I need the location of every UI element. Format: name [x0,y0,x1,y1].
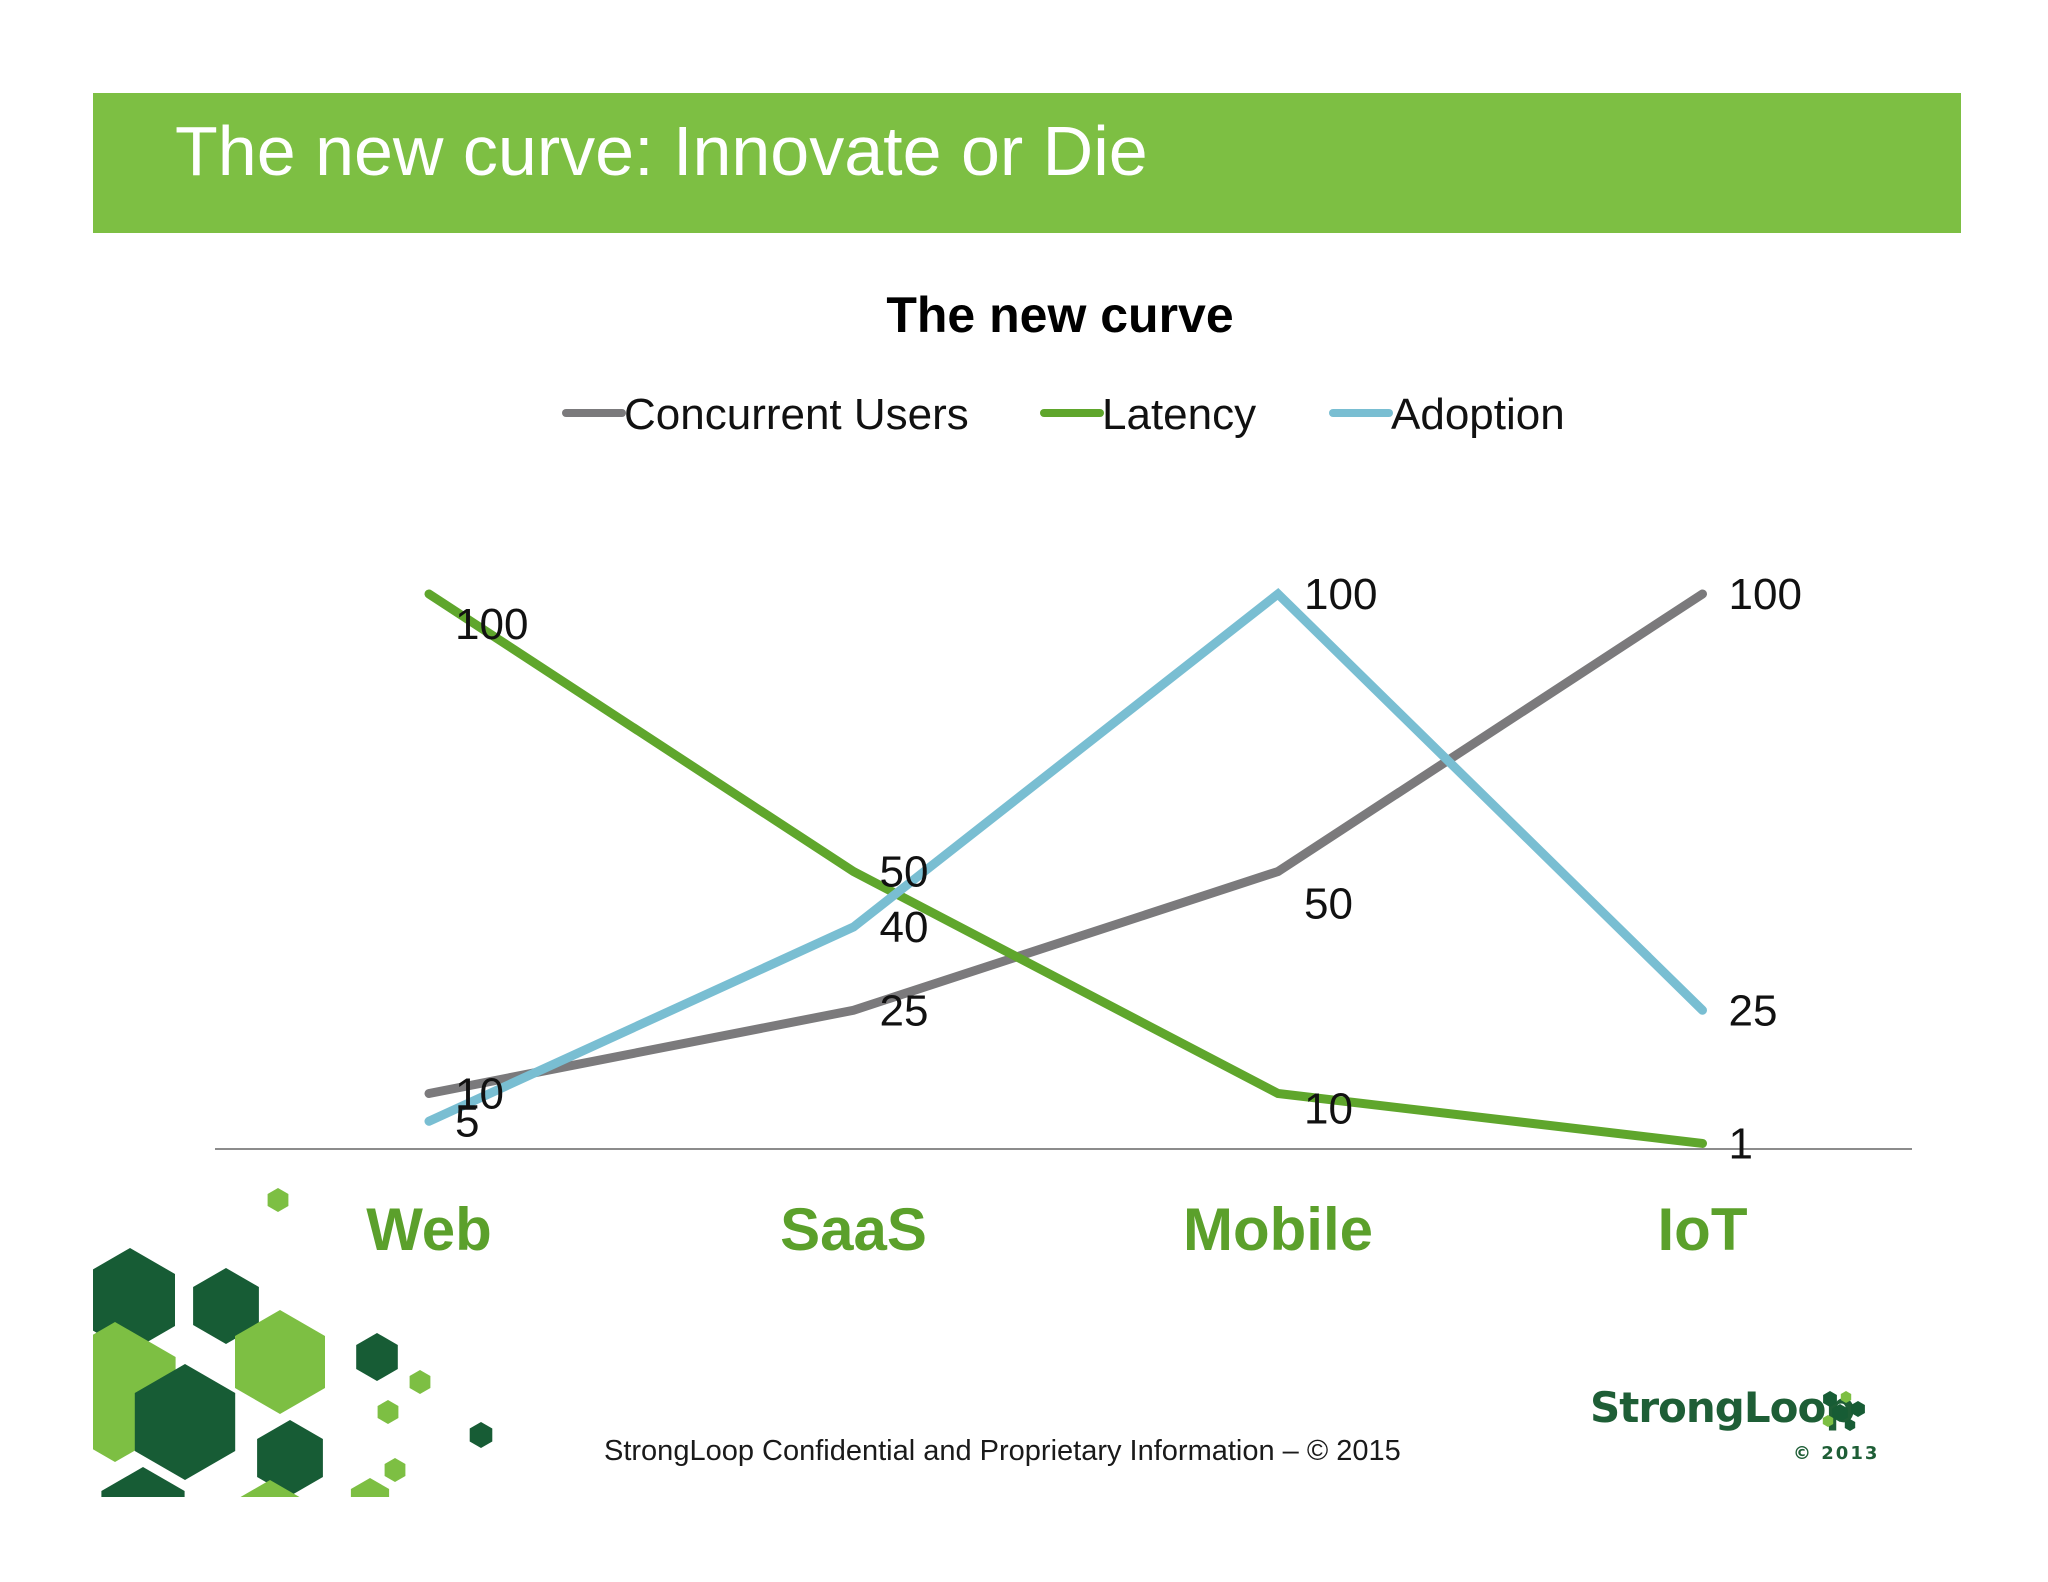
decor-hexagon [267,1188,289,1212]
data-label-adoption-mobile: 100 [1304,570,1377,619]
data-label-latency-web: 100 [455,600,528,649]
legend-item-adoption: Adoption [1329,390,1565,439]
data-label-latency-mobile: 10 [1304,1085,1353,1134]
logo-wordmark: StrongLoop [1590,1383,1855,1432]
line-chart: The new curve Concurrent Users Latency Ado… [215,287,1912,1263]
category-axis: Web SaaS Mobile IoT [366,1196,1747,1263]
decor-hexagon [356,1333,398,1381]
footer-confidential: StrongLoop Confidential and Proprietary … [604,1435,1401,1467]
data-label-latency-saas: 50 [880,848,929,897]
hexagon-decoration [0,1188,520,1582]
legend-label: Concurrent Users [624,390,969,439]
decor-hexagon [85,1248,175,1352]
logo-hexagon [1822,1415,1834,1427]
category-label-saas: SaaS [780,1196,927,1263]
hexagon-cluster-icon [1822,1391,1865,1431]
logo-hexagon [1832,1404,1848,1422]
chart-title: The new curve [886,287,1233,343]
logo-hexagon [1844,1419,1856,1431]
legend-item-latency: Latency [1040,390,1256,439]
data-label-adoption-saas: 40 [880,903,929,952]
logo-year: © 2013 [1793,1443,1880,1464]
series-line-concurrent-users [424,589,1707,1098]
logo-hexagon [1840,1391,1852,1403]
slide-title: The new curve: Innovate or Die [175,112,1148,190]
plot-area: 10 25 50 100 100 50 10 1 5 40 100 25 [215,570,1912,1168]
chart-legend: Concurrent Users Latency Adoption [562,390,1565,439]
category-label-mobile: Mobile [1183,1196,1373,1263]
decor-hexagon [377,1400,399,1424]
legend-label: Adoption [1391,390,1565,439]
strongloop-logo: StrongLoop © 2013 [1590,1383,1880,1464]
category-label-iot: IoT [1658,1196,1748,1263]
decor-hexagon [469,1422,493,1448]
data-label-concurrent-users-mobile: 50 [1304,880,1353,929]
logo-hexagon [1823,1391,1837,1407]
title-banner: The new curve: Innovate or Die [93,93,1961,233]
decor-hexagon [384,1458,406,1482]
data-label-concurrent-users-saas: 25 [880,986,929,1035]
decor-hexagon [193,1268,259,1344]
decor-hexagon [235,1310,325,1414]
data-label-concurrent-users-iot: 100 [1729,570,1802,619]
data-label-adoption-web: 5 [455,1097,479,1146]
legend-label: Latency [1102,390,1256,439]
series-line-adoption [424,588,1707,1126]
data-label-latency-iot: 1 [1729,1119,1753,1168]
decor-hexagon [257,1420,323,1496]
logo-hexagon [1851,1401,1865,1417]
series-line-latency [424,589,1707,1148]
data-label-concurrent-users-web: 10 [455,1070,504,1119]
decor-mask-left [0,1200,93,1582]
decor-hexagon [134,1364,236,1480]
decor-hexagon [409,1370,431,1394]
data-label-adoption-iot: 25 [1729,986,1778,1035]
category-label-web: Web [366,1196,492,1263]
legend-item-concurrent-users: Concurrent Users [562,390,969,439]
